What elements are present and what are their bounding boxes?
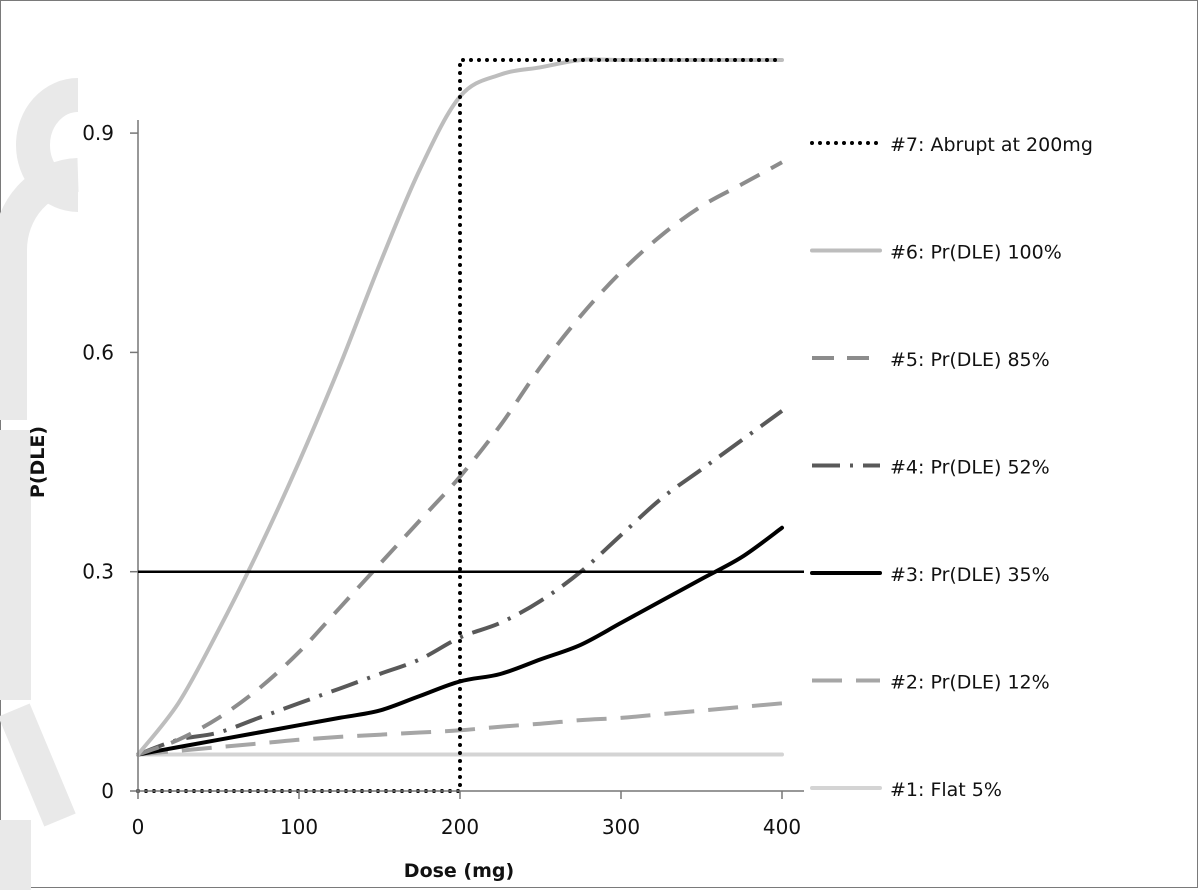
y-tick-label: 0.9 — [82, 121, 114, 145]
x-axis-title: Dose (mg) — [404, 860, 514, 882]
legend: #7: Abrupt at 200mg #6: Pr(DLE) 100% #5: P… — [810, 134, 1093, 801]
x-tick-label: 0 — [132, 815, 145, 839]
tick-labels: 0 100 200 300 400 0 0.3 0.6 0.9 — [82, 121, 801, 839]
legend-label: #1: Flat 5% — [890, 779, 1002, 801]
x-tick-label: 300 — [602, 815, 640, 839]
legend-label: #2: Pr(DLE) 12% — [890, 672, 1050, 694]
y-tick-label: 0.3 — [82, 560, 114, 584]
y-tick-label: 0.6 — [82, 340, 114, 364]
x-tick-label: 100 — [280, 815, 318, 839]
y-axis-title: P(DLE) — [27, 426, 49, 498]
legend-label: #3: Pr(DLE) 35% — [890, 564, 1050, 586]
y-tick-label: 0 — [101, 779, 114, 803]
x-tick-label: 200 — [441, 815, 479, 839]
legend-label: #6: Pr(DLE) 100% — [890, 242, 1062, 264]
legend-label: #5: Pr(DLE) 85% — [890, 349, 1050, 371]
legend-label: #4: Pr(DLE) 52% — [890, 457, 1050, 479]
legend-label: #7: Abrupt at 200mg — [890, 134, 1093, 156]
axes — [137, 120, 804, 792]
series-line — [137, 160, 783, 757]
series-layer — [136, 57, 784, 793]
series-line — [137, 409, 784, 757]
series-line — [136, 58, 784, 793]
x-tick-label: 400 — [763, 815, 801, 839]
